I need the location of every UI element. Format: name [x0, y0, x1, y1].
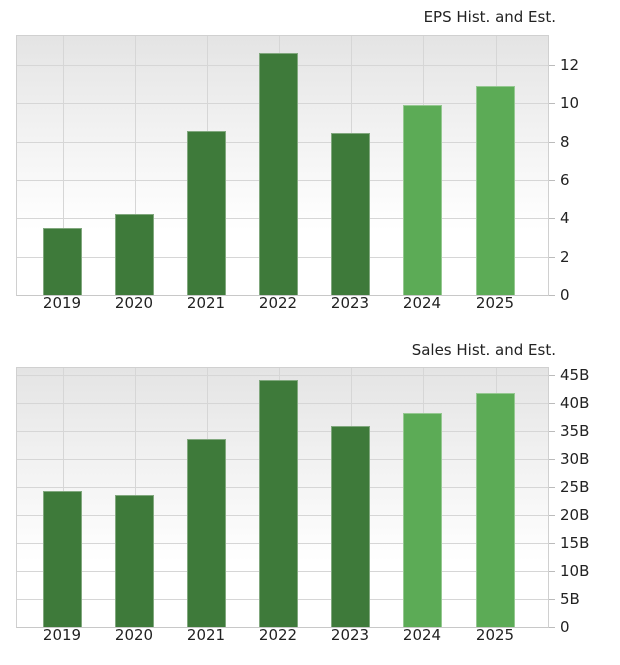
eps-chart-title: EPS Hist. and Est.: [423, 8, 556, 26]
sales-chart-title: Sales Hist. and Est.: [411, 341, 556, 359]
estimate-bar-2024: [403, 413, 442, 627]
x-tick-label: 2023: [330, 294, 370, 312]
eps-plot-area: [16, 35, 549, 296]
historical-bar-2021: [187, 130, 226, 295]
historical-bar-2022: [259, 379, 298, 627]
y-tick-mark: [549, 486, 555, 488]
y-tick-label: 10B: [560, 561, 590, 580]
y-tick-label: 2: [560, 247, 570, 266]
y-tick-mark: [549, 64, 555, 66]
y-tick-label: 15B: [560, 533, 590, 552]
x-tick-label: 2024: [402, 626, 442, 644]
x-tick-label: 2025: [475, 626, 515, 644]
y-tick-label: 0: [560, 618, 570, 636]
y-tick-mark: [549, 374, 555, 376]
y-tick-mark: [549, 179, 555, 181]
y-tick-label: 4: [560, 209, 570, 228]
gridline-vertical: [135, 36, 136, 295]
gridline-vertical: [63, 36, 64, 295]
sales-plot-area: [16, 367, 549, 628]
historical-bar-2019: [43, 490, 82, 627]
y-tick-mark: [549, 514, 555, 516]
y-tick-label: 40B: [560, 393, 590, 412]
estimate-bar-2025: [476, 85, 515, 295]
estimate-bar-2024: [403, 105, 442, 295]
y-tick-label: 25B: [560, 477, 590, 496]
estimate-bar-2025: [476, 392, 515, 627]
y-tick-mark: [549, 218, 555, 220]
y-tick-label: 45B: [560, 365, 590, 384]
x-tick-label: 2019: [42, 626, 82, 644]
x-tick-label: 2020: [114, 626, 154, 644]
y-tick-mark: [549, 570, 555, 572]
x-tick-label: 2020: [114, 294, 154, 312]
x-tick-label: 2022: [258, 626, 298, 644]
historical-bar-2020: [115, 214, 154, 295]
y-tick-mark: [549, 598, 555, 600]
y-tick-label: 5B: [560, 589, 580, 608]
y-tick-mark: [549, 103, 555, 105]
y-tick-label: 6: [560, 170, 570, 189]
x-tick-label: 2023: [330, 626, 370, 644]
y-tick-mark: [549, 402, 555, 404]
y-tick-mark: [549, 430, 555, 432]
y-tick-label: 30B: [560, 449, 590, 468]
historical-bar-2023: [331, 132, 370, 295]
y-tick-mark: [549, 627, 555, 628]
historical-bar-2022: [259, 53, 298, 295]
sales-chart: Sales Hist. and Est. 0 5B 10B 15B 20B 25B 30B 3…: [0, 332, 620, 665]
y-tick-mark: [549, 542, 555, 544]
y-tick-mark: [549, 141, 555, 143]
historical-bar-2020: [115, 494, 154, 627]
y-tick-label: 8: [560, 132, 570, 151]
y-tick-label: 35B: [560, 421, 590, 440]
y-tick-label: 20B: [560, 505, 590, 524]
x-tick-label: 2021: [186, 626, 226, 644]
historical-bar-2019: [43, 227, 82, 295]
historical-bar-2021: [187, 439, 226, 627]
x-tick-label: 2019: [42, 294, 82, 312]
x-tick-label: 2024: [402, 294, 442, 312]
historical-bar-2023: [331, 426, 370, 627]
y-tick-label: 12: [560, 55, 580, 74]
eps-chart: EPS Hist. and Est. 0 2 4 6 8 10 12 2019 2020 2021…: [0, 0, 620, 330]
x-tick-label: 2025: [475, 294, 515, 312]
y-tick-mark: [549, 256, 555, 258]
x-tick-label: 2021: [186, 294, 226, 312]
gridline-horizontal: [17, 374, 548, 376]
y-tick-label: 0: [560, 286, 570, 304]
y-tick-mark: [549, 295, 555, 296]
y-tick-label: 10: [560, 94, 580, 113]
x-tick-label: 2022: [258, 294, 298, 312]
y-tick-mark: [549, 458, 555, 460]
